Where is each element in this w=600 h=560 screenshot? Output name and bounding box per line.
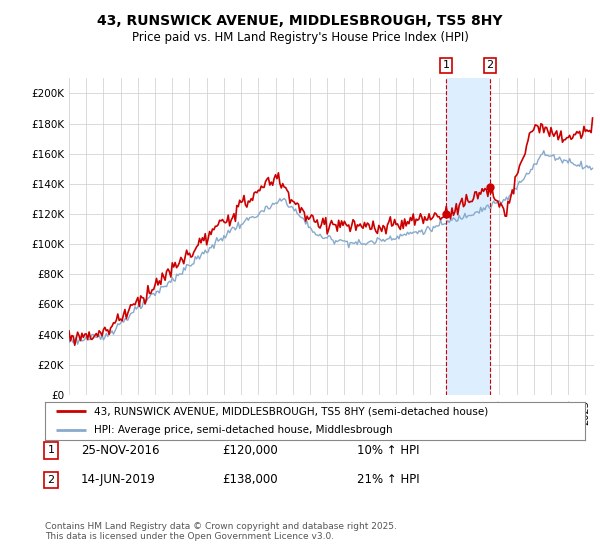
Text: 25-NOV-2016: 25-NOV-2016 [81, 444, 160, 457]
Text: 2: 2 [47, 475, 55, 485]
Text: 21% ↑ HPI: 21% ↑ HPI [357, 473, 419, 487]
Text: 43, RUNSWICK AVENUE, MIDDLESBROUGH, TS5 8HY: 43, RUNSWICK AVENUE, MIDDLESBROUGH, TS5 … [97, 14, 503, 28]
Text: 1: 1 [47, 445, 55, 455]
Text: 1: 1 [442, 60, 449, 71]
Text: 43, RUNSWICK AVENUE, MIDDLESBROUGH, TS5 8HY (semi-detached house): 43, RUNSWICK AVENUE, MIDDLESBROUGH, TS5 … [94, 406, 488, 416]
Text: 14-JUN-2019: 14-JUN-2019 [81, 473, 156, 487]
Text: Contains HM Land Registry data © Crown copyright and database right 2025.
This d: Contains HM Land Registry data © Crown c… [45, 522, 397, 542]
Text: £120,000: £120,000 [222, 444, 278, 457]
Text: Price paid vs. HM Land Registry's House Price Index (HPI): Price paid vs. HM Land Registry's House … [131, 31, 469, 44]
Text: 2: 2 [486, 60, 493, 71]
Text: £138,000: £138,000 [222, 473, 278, 487]
Text: 10% ↑ HPI: 10% ↑ HPI [357, 444, 419, 457]
Text: HPI: Average price, semi-detached house, Middlesbrough: HPI: Average price, semi-detached house,… [94, 425, 392, 435]
Bar [446, 78, 490, 395]
